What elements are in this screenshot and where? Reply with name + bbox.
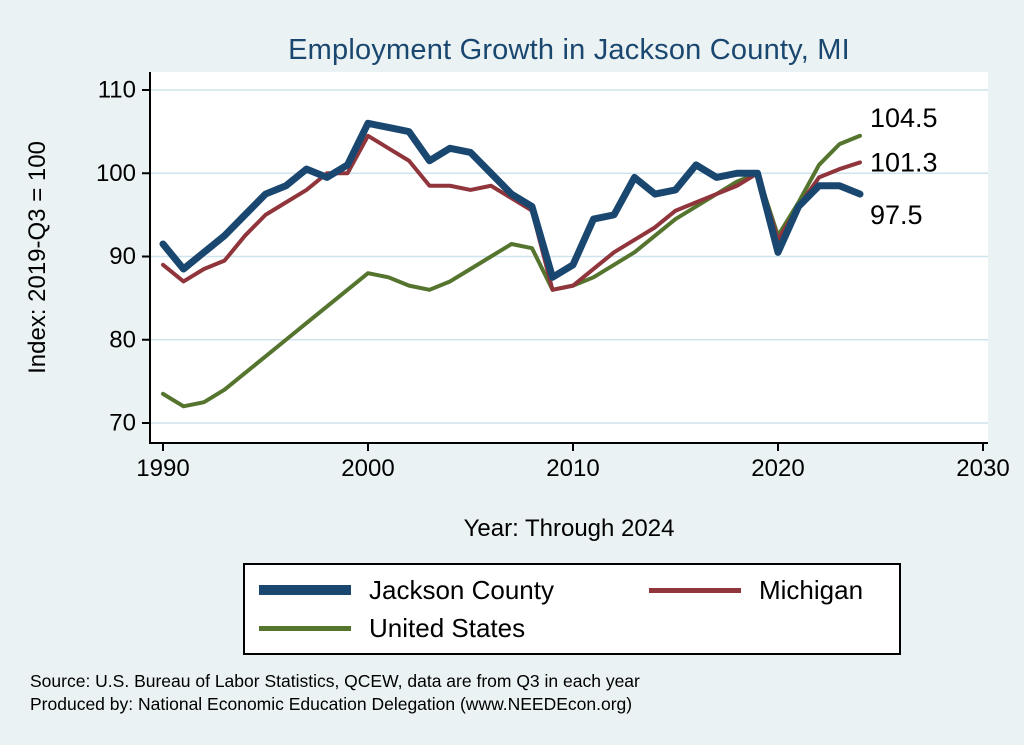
legend-label-united-states: United States [369,612,526,643]
legend-entry-michigan: Michigan [649,575,899,606]
legend-label-michigan: Michigan [759,574,864,605]
series-line-jackson-county [159,119,864,281]
series-line-united-states [161,133,862,409]
legend-entry-united-states: United States [259,613,649,644]
source-notes: Source: U.S. Bureau of Labor Statistics,… [30,670,640,716]
x-tick-label-2020: 2020 [751,455,804,482]
end-label-97.5: 97.5 [870,200,923,230]
produced-by-line: Produced by: National Economic Education… [30,694,633,714]
y-tick-label-110: 110 [98,77,136,104]
series-line-michigan [161,133,862,292]
legend: Jackson County Michigan United States [243,563,901,655]
chart-title: Employment Growth in Jackson County, MI [288,34,850,66]
end-label-104.5: 104.5 [870,103,938,133]
y-tick-label-90: 90 [109,243,136,270]
x-axis-title: Year: Through 2024 [464,515,675,542]
legend-swatch-united-states [259,625,351,631]
legend-swatch-jackson-county [259,585,351,595]
plot-area [150,72,988,443]
y-tick-label-70: 70 [109,410,136,437]
legend-label-jackson-county: Jackson County [369,574,554,605]
end-label-101.3: 101.3 [870,147,938,177]
y-tick-label-100: 100 [96,160,136,187]
x-tick-label-2030: 2030 [956,455,1009,482]
y-tick-label-80: 80 [109,326,136,353]
legend-entry-jackson-county: Jackson County [259,575,649,606]
legend-swatch-michigan [649,587,741,593]
x-tick-label-1990: 1990 [136,455,189,482]
y-axis-title: Index: 2019-Q3 = 100 [24,141,51,374]
source-line: Source: U.S. Bureau of Labor Statistics,… [30,671,640,691]
x-tick-label-2000: 2000 [341,455,394,482]
x-tick-label-2010: 2010 [546,455,599,482]
